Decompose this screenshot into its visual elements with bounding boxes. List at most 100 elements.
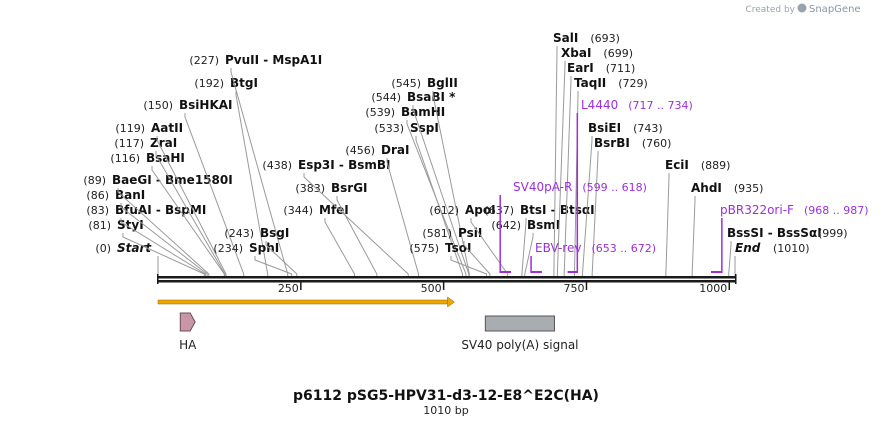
site-position-bfuai-bspmi: (83) [86, 204, 109, 217]
site-position-tsoi: (575) [409, 242, 439, 255]
site-name-baegi-bme1580i: BaeGI - Bme1580I [112, 173, 233, 187]
site-position-bsmi: (642) [491, 219, 521, 232]
site-position-bglii: (545) [391, 77, 421, 90]
site-ahdi: AhdI (935) [691, 181, 763, 276]
backbone-right-cap [735, 274, 737, 284]
site-taqii: TaqII (729) [573, 76, 648, 276]
site-position-end: (1010) [773, 242, 810, 255]
site-name-eari: EarI [567, 61, 594, 75]
features: HA SV40 poly(A) signal [157, 296, 579, 352]
snapgene-watermark: Created by SnapGene [745, 3, 861, 15]
site-name-end: End [735, 241, 761, 255]
ruler-ticks: 250 500 750 1000 [278, 282, 731, 295]
site-guide-line-styi [122, 233, 205, 276]
site-position-btgi: (192) [194, 77, 224, 90]
site-guide-line-taqii [573, 91, 579, 276]
site-xbai: XbaI (699) [556, 46, 633, 276]
site-guide-line-bsiei [581, 136, 593, 276]
site-guide-line-bsssi-bsss-i [728, 241, 732, 276]
primer-name-l4440: L4440 [581, 98, 618, 112]
site-name-bsgi: BsgI [260, 226, 289, 240]
primer-range-ebv-rev: (653 .. 672) [591, 242, 656, 255]
site-position-taqii: (729) [618, 77, 648, 90]
site-bsssi-bsss-i: BssSI - BssSαI(999) [727, 226, 848, 276]
site-guide-line-drai [386, 158, 420, 276]
site-position-pvuii-mspa1i: (227) [189, 54, 219, 67]
site-guide-line-bsahi [151, 166, 225, 276]
site-guide-line-bsrgi [336, 196, 378, 276]
site-position-sspi: (533) [374, 122, 404, 135]
site-psii: PsiI(581) [422, 226, 491, 276]
site-position-baegi-bme1580i: (89) [83, 174, 106, 187]
site-position-drai: (456) [345, 144, 375, 157]
site-position-bsabi: (544) [371, 91, 401, 104]
feature-shape-ha [179, 312, 196, 332]
site-name-taqii: TaqII [574, 76, 606, 90]
site-position-bsiei: (743) [633, 122, 663, 135]
feature-shape-sv40-poly-a-signal [484, 315, 555, 332]
site-name-zrai: ZraI [150, 136, 177, 150]
primers: SV40pA-R (599 .. 618)EBV-rev (653 .. 672)L… [499, 98, 869, 273]
site-position-mfei: (344) [283, 204, 313, 217]
site-position-btsi-bts-i: (637) [484, 204, 514, 217]
site-guide-line-bamhi [406, 120, 467, 276]
site-position-bsrgi: (383) [295, 182, 325, 195]
site-baegi-bme1580i: BaeGI - Bme1580I (89) [83, 173, 233, 276]
site-name-bamhi: BamHI [401, 105, 445, 119]
site-position-sphi: (234) [213, 242, 243, 255]
site-position-bamhi: (539) [365, 106, 395, 119]
site-guide-line-eari [563, 76, 572, 276]
site-ecii: EciI (889) [665, 158, 730, 276]
primer-range-l4440: (717 .. 734) [628, 99, 693, 112]
primer-range-sv40pa-r: (599 .. 618) [582, 181, 647, 194]
site-name-btgi: BtgI [230, 76, 258, 90]
site-bsrgi: BsrGI (383) [295, 181, 378, 276]
snapgene-logo-icon [797, 3, 807, 13]
tick-label-250: 250 [278, 282, 299, 295]
site-name-sphi: SphI [249, 241, 279, 255]
sequence-backbone [157, 274, 737, 284]
site-guide-line-bfuai-bspmi [120, 218, 206, 276]
site-guide-line-mfei [324, 218, 356, 276]
site-guide-line-aatii [156, 136, 227, 276]
primer-bar-l4440 [567, 271, 578, 273]
site-bamhi: BamHI (539) [365, 105, 467, 276]
site-position-sali: (693) [590, 32, 620, 45]
site-tsoi: TsoI (575) [409, 241, 487, 276]
site-guide-line-bsmi [524, 233, 534, 276]
site-name-start: Start [117, 241, 152, 255]
watermark-prefix: Created by [745, 5, 795, 15]
map-title: p6112 pSG5-HPV31-d3-12-E8^E2C(HA) [293, 388, 599, 404]
primer-range-pbr322ori-f: (968 .. 987) [804, 204, 869, 217]
primer-name-pbr322ori-f: pBR322ori-F [720, 203, 794, 217]
site-position-eari: (711) [606, 62, 636, 75]
site-name-bfuai-bspmi: BfuAI - BspMI [115, 203, 206, 217]
site-bsihkai: BsiHKAI (150) [143, 98, 245, 276]
primer-name-ebv-rev: EBV-rev [535, 241, 581, 255]
site-position-styi: (81) [88, 219, 111, 232]
site-name-sali: SalI [553, 31, 578, 45]
site-name-ecii: EciI [665, 158, 689, 172]
tick-label-750: 750 [563, 282, 584, 295]
site-guide-line-btgi [235, 91, 269, 276]
feature-sv40-poly-a-signal: SV40 poly(A) signal [461, 315, 579, 352]
site-name-bsabi: BsaBI * [407, 90, 456, 104]
map-length: 1010 bp [423, 404, 468, 417]
site-position-ecii: (889) [701, 159, 731, 172]
backbone-bottom-strand [158, 280, 735, 283]
site-start: Start (0) [95, 241, 159, 276]
site-name-esp3i-bsmbi: Esp3I - BsmBI [298, 158, 390, 172]
backbone-left-cap [157, 274, 159, 284]
site-pvuii-mspa1i: PvuII - MspA1I (227) [189, 53, 322, 276]
site-guide-line-ahdi [691, 196, 696, 276]
site-guide-line-bsihkai [184, 113, 245, 276]
site-eari: EarI (711) [563, 61, 636, 276]
site-guide-line-sphi [254, 256, 293, 276]
site-name-pvuii-mspa1i: PvuII - MspA1I [225, 53, 322, 67]
site-name-bsahi: BsaHI [146, 151, 185, 165]
feature-ha: HA [179, 312, 197, 352]
site-position-apoi: (612) [429, 204, 459, 217]
site-end: End (1010) [734, 241, 810, 276]
site-bglii: BglII (545) [391, 76, 470, 276]
site-guide-line-bsrbi [591, 151, 599, 276]
